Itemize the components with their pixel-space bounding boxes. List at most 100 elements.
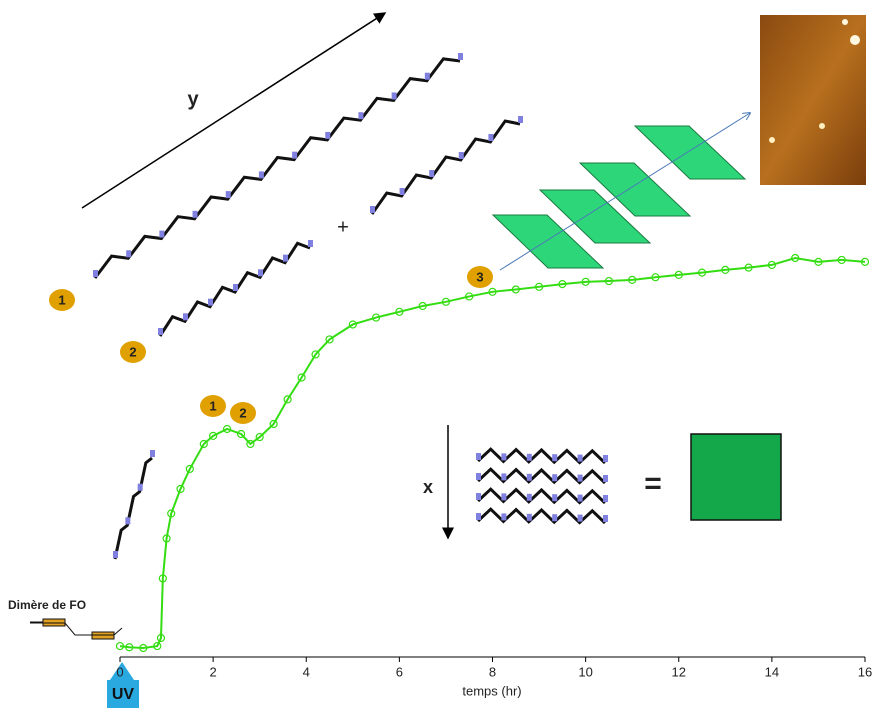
- point: [604, 276, 614, 286]
- point: [465, 292, 474, 301]
- chain-unit: [358, 112, 364, 120]
- point: [581, 277, 590, 286]
- chain-unit: [370, 206, 375, 213]
- point: [255, 432, 264, 442]
- bubble: [49, 289, 75, 311]
- annotation: =: [644, 467, 662, 500]
- afm-spot: [842, 19, 848, 25]
- chain-unit: [526, 453, 532, 461]
- chain-unit: [283, 254, 288, 262]
- afm-spot: [850, 35, 860, 45]
- afm-spot: [769, 137, 775, 143]
- chain: [93, 57, 461, 279]
- bubble: [467, 266, 493, 288]
- point: [269, 419, 278, 429]
- point: [115, 641, 125, 651]
- chain-unit: [603, 455, 608, 462]
- point: [162, 534, 171, 543]
- point: [185, 464, 194, 474]
- chain-unit: [577, 454, 583, 462]
- chain: [158, 241, 311, 337]
- x-tick-label: 6: [396, 664, 403, 679]
- chain-unit: [476, 513, 481, 520]
- sheet: [633, 125, 747, 180]
- stack-axis: [499, 113, 750, 271]
- x-tick-label: 4: [303, 664, 310, 679]
- chain-unit: [526, 513, 532, 521]
- chain-unit: [526, 493, 532, 501]
- chain-unit: [424, 72, 430, 80]
- chain-unit: [113, 551, 118, 558]
- point: [311, 350, 320, 359]
- chain: [370, 119, 521, 215]
- chain-unit: [603, 475, 608, 482]
- chain-unit: [577, 494, 583, 502]
- chain-unit: [603, 495, 608, 502]
- chain-unit: [233, 284, 238, 291]
- sheet-square: [690, 433, 782, 521]
- chain-unit: [501, 453, 507, 461]
- bubbles: 1 2 1 2 3: [49, 266, 493, 424]
- point: [283, 395, 292, 404]
- point: [125, 643, 134, 652]
- chain-unit: [458, 53, 463, 60]
- x-tick-label: 12: [672, 664, 686, 679]
- point: [418, 301, 427, 311]
- point: [837, 255, 846, 265]
- sheet: [578, 162, 692, 217]
- point: [325, 335, 334, 344]
- point: [628, 275, 637, 285]
- chain-unit: [292, 151, 298, 159]
- x-tick-label: 8: [489, 664, 496, 679]
- point: [222, 424, 232, 434]
- point: [156, 633, 166, 643]
- point: [488, 287, 497, 296]
- uv-arrow: [110, 662, 134, 680]
- chain-unit: [552, 494, 558, 502]
- chain-unit: [577, 514, 583, 522]
- chain: [476, 487, 607, 505]
- annotation: y: [187, 88, 199, 110]
- chain-unit: [552, 454, 558, 462]
- chain-unit: [159, 230, 165, 238]
- chain-unit: [501, 513, 507, 521]
- point: [139, 643, 148, 653]
- point: [236, 429, 246, 439]
- chain-unit: [476, 453, 481, 460]
- chain-unit: [488, 134, 494, 141]
- chain-unit: [225, 191, 231, 199]
- annotation: +: [337, 216, 349, 238]
- chain-unit: [501, 473, 507, 481]
- point: [209, 431, 218, 441]
- chain-unit: [458, 152, 464, 159]
- chain-unit: [518, 116, 523, 123]
- chain: [476, 467, 607, 485]
- chain-unit: [429, 170, 435, 177]
- chain-unit: [577, 474, 583, 482]
- chain-unit: [258, 269, 263, 277]
- chain-unit: [552, 514, 558, 522]
- sheet: [491, 214, 605, 269]
- chain-unit: [137, 483, 143, 491]
- chain-unit: [399, 188, 405, 195]
- x-tick-label: 14: [765, 664, 779, 679]
- chain-unit: [308, 240, 313, 247]
- point: [371, 313, 381, 322]
- point: [558, 280, 567, 289]
- point: [246, 439, 255, 449]
- uv-box: [107, 680, 139, 708]
- decoration: [30, 12, 866, 708]
- annotation: x: [423, 477, 433, 497]
- chain-unit: [208, 298, 213, 306]
- point: [297, 373, 306, 382]
- point: [348, 320, 357, 329]
- chain-unit: [93, 270, 98, 277]
- point: [860, 257, 870, 266]
- annotation: 2: [129, 344, 136, 359]
- point: [767, 260, 776, 270]
- chain-unit: [526, 473, 532, 481]
- chain-unit: [603, 515, 608, 522]
- chain-unit: [501, 493, 507, 501]
- chain-unit: [258, 171, 264, 179]
